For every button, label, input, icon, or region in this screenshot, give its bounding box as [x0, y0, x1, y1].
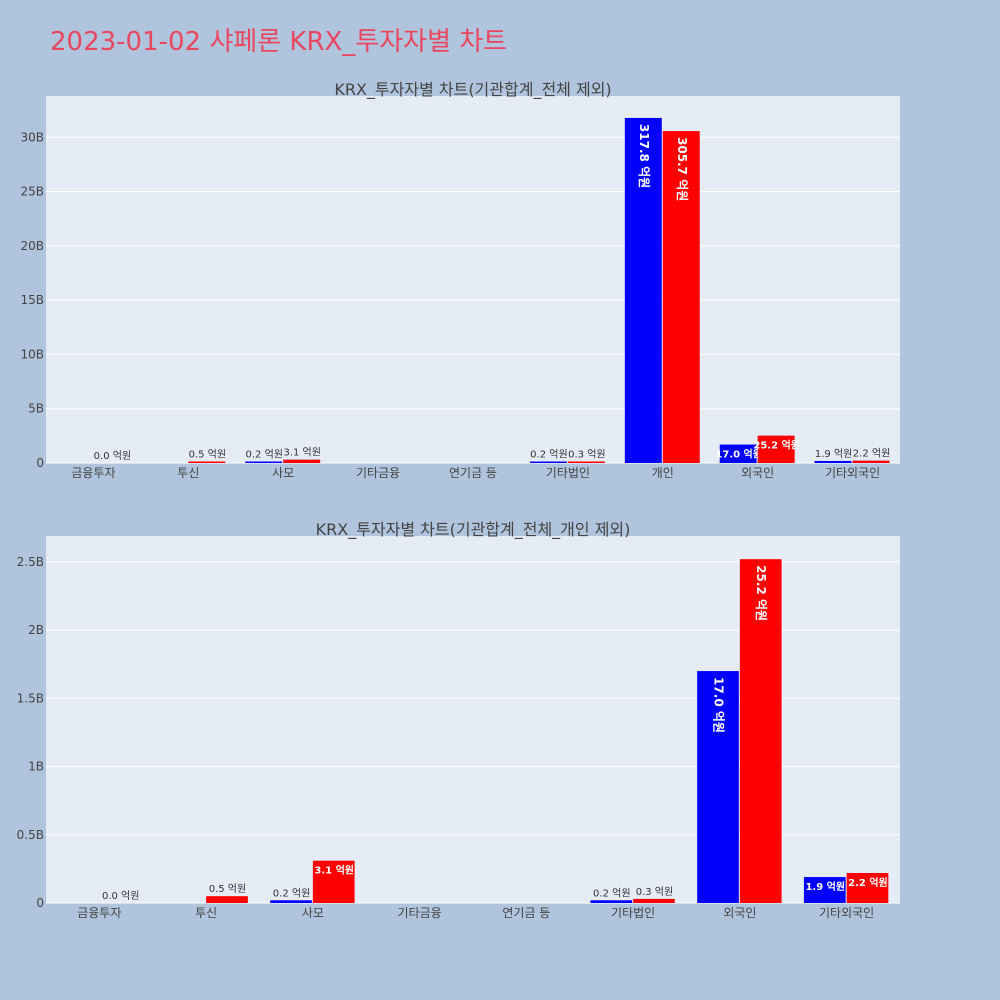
- bar-value-label: 25.2 억원: [753, 439, 800, 452]
- bar-buy: [590, 900, 633, 903]
- bar-buy: [814, 460, 852, 463]
- x-tick-label: 연기금 등: [449, 466, 497, 480]
- y-tick-label: 15B: [20, 293, 44, 307]
- x-tick-label: 외국인: [723, 906, 756, 920]
- x-tick-label: 사모: [302, 906, 324, 920]
- bar-value-label: 0.5 억원: [189, 449, 226, 461]
- y-tick-label: 0.5B: [17, 828, 44, 842]
- bar-sell: [633, 898, 675, 903]
- x-tick-label: 연기금 등: [502, 906, 550, 920]
- bar-value-label: 0.2 억원: [593, 887, 630, 899]
- bar-buy: [697, 671, 739, 903]
- x-tick-label: 금융투자: [77, 906, 121, 920]
- bar-buy: [245, 461, 283, 463]
- bar-value-label: 0.2 억원: [273, 887, 310, 899]
- bar-sell: [739, 559, 782, 903]
- x-tick-label: 개인: [652, 466, 674, 480]
- chart-investor-total: KRX_투자자별 차트(기관합계_전체 제외) 0 5B 10B 15B 20B 25B 30…: [20, 80, 900, 480]
- x-tick-label: 투신: [177, 466, 199, 480]
- bar-sell: [567, 461, 605, 463]
- y-tick-label: 2B: [28, 623, 44, 637]
- bar-sell: [757, 435, 795, 463]
- x-tick-label: 기타외국인: [825, 466, 880, 480]
- y-tick-label: 0: [36, 896, 44, 910]
- x-tick-label: 기타금융: [356, 466, 400, 480]
- y-tick-label: 2.5B: [17, 555, 44, 569]
- bar-value-label: 0.2 억원: [246, 449, 283, 461]
- bar-sell: [852, 460, 890, 463]
- chart-investor-excl-individual: KRX_투자자별 차트(기관합계_전체_개인 제외) 0 0.5B 1B 1.5B 2B 2…: [17, 520, 900, 920]
- bar-value-label: 25.2 억원: [754, 565, 768, 621]
- bar-buy: [529, 461, 567, 463]
- bar-sell: [846, 872, 889, 903]
- x-tick-label: 투신: [195, 906, 217, 920]
- y-tick-label: 1B: [28, 760, 44, 774]
- bar-sell: [283, 459, 321, 463]
- y-tick-label: 10B: [20, 347, 44, 361]
- x-tick-label: 기타법인: [611, 906, 655, 920]
- y-tick-label: 30B: [20, 130, 44, 144]
- bar-value-label: 3.1 억원: [283, 447, 320, 459]
- bar-value-label: 2.2 억원: [848, 876, 888, 889]
- plot-area: [46, 96, 900, 463]
- x-tick-label: 금융투자: [71, 466, 115, 480]
- bar-value-label: 17.0 억원: [715, 448, 762, 461]
- y-tick-label: 1.5B: [17, 691, 44, 705]
- bar-value-label: 0.2 억원: [530, 449, 567, 461]
- bar-buy: [270, 900, 312, 903]
- bar-value-label: 1.9 억원: [805, 880, 845, 893]
- x-tick-label: 기타금융: [398, 906, 442, 920]
- bar-buy: [624, 117, 662, 463]
- bar-value-label: 0.3 억원: [636, 886, 673, 898]
- bar-sell: [662, 131, 700, 464]
- bar-value-label: 0.0 억원: [102, 890, 139, 902]
- y-tick-label: 25B: [20, 185, 44, 199]
- y-tick-label: 0: [36, 456, 44, 470]
- y-tick-label: 20B: [20, 239, 44, 253]
- page-title: 2023-01-02 샤페론 KRX_투자자별 차트: [50, 27, 507, 57]
- x-tick-label: 사모: [272, 466, 294, 480]
- chart-title: KRX_투자자별 차트(기관합계_전체_개인 제외): [316, 520, 631, 540]
- bar-sell: [206, 896, 248, 903]
- bar-buy: [719, 444, 757, 463]
- bar-value-label: 2.2 억원: [853, 448, 890, 460]
- bar-value-label: 1.9 억원: [815, 448, 852, 460]
- chart-title: KRX_투자자별 차트(기관합계_전체 제외): [334, 80, 611, 100]
- y-tick-label: 5B: [28, 402, 44, 416]
- bar-value-label: 305.7 억원: [675, 137, 689, 201]
- x-tick-label: 기타외국인: [819, 906, 874, 920]
- bar-value-label: 0.3 억원: [568, 449, 605, 461]
- bar-sell: [188, 461, 226, 463]
- bar-value-label: 3.1 억원: [314, 864, 354, 877]
- bar-value-label: 317.8 억원: [637, 124, 651, 188]
- bar-value-label: 0.5 억원: [209, 883, 246, 895]
- x-tick-label: 외국인: [741, 466, 774, 480]
- bar-buy: [803, 877, 846, 903]
- bar-sell: [312, 860, 355, 903]
- bar-value-label: 17.0 억원: [712, 677, 726, 733]
- bar-value-label: 0.0 억원: [94, 450, 131, 462]
- x-tick-label: 기타법인: [546, 466, 590, 480]
